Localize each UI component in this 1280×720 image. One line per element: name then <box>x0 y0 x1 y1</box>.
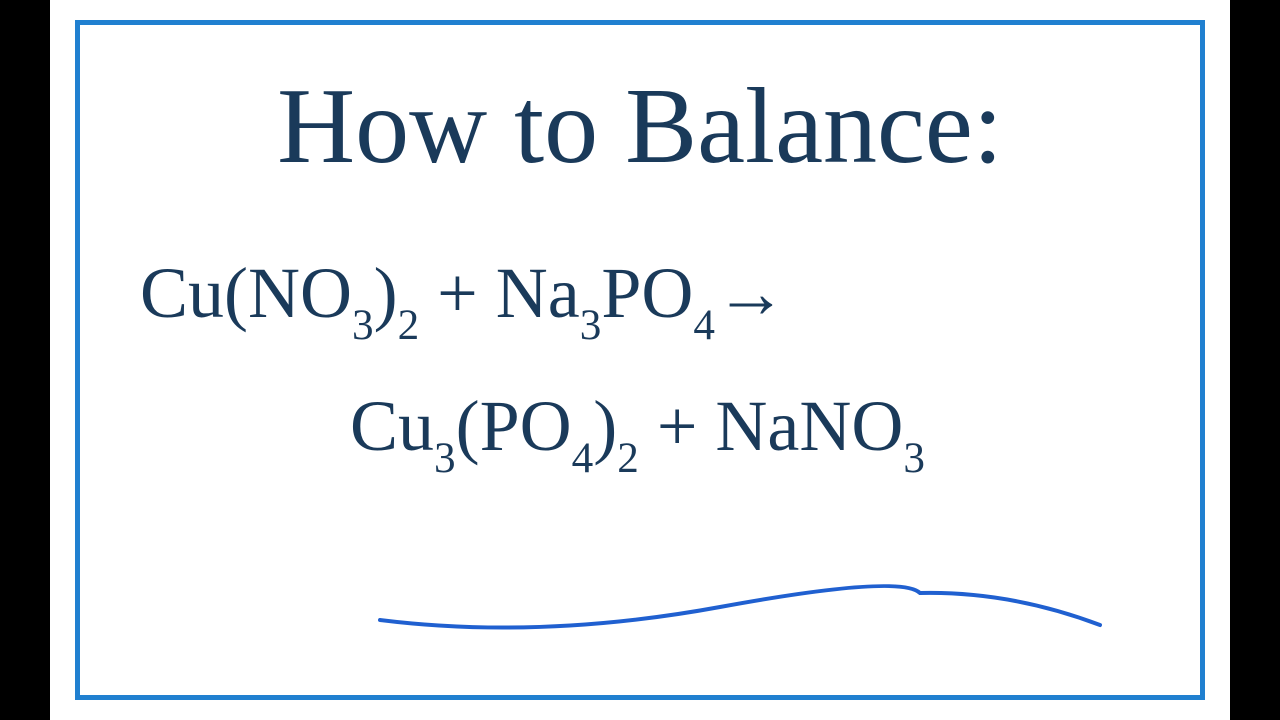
formula-part: PO <box>601 253 693 333</box>
subscript: 4 <box>693 302 715 349</box>
formula-part: Cu(NO <box>140 253 352 333</box>
subscript: 3 <box>903 435 925 482</box>
squiggle-path <box>380 586 1100 627</box>
formula-part: + Na <box>419 253 580 333</box>
formula-part: ) <box>374 253 398 333</box>
equation-products: Cu3(PO4)2 + NaNO3 <box>140 372 1160 485</box>
decorative-squiggle <box>360 565 1120 645</box>
subscript: 4 <box>572 435 594 482</box>
subscript: 2 <box>398 302 420 349</box>
chemical-equation: Cu(NO3)2 + Na3PO4→ Cu3(PO4)2 + NaNO3 <box>120 239 1160 485</box>
subscript: 3 <box>434 435 456 482</box>
bordered-box: How to Balance: Cu(NO3)2 + Na3PO4→ Cu3(P… <box>75 20 1205 700</box>
equation-reactants: Cu(NO3)2 + Na3PO4→ <box>140 239 1160 352</box>
formula-part: (PO <box>456 386 572 466</box>
subscript: 3 <box>580 302 602 349</box>
reaction-arrow: → <box>715 253 787 333</box>
page-title: How to Balance: <box>120 65 1160 189</box>
subscript: 3 <box>352 302 374 349</box>
formula-part: ) <box>593 386 617 466</box>
outer-container: How to Balance: Cu(NO3)2 + Na3PO4→ Cu3(P… <box>50 0 1230 720</box>
formula-part: Cu <box>350 386 434 466</box>
subscript: 2 <box>617 435 639 482</box>
formula-part: + NaNO <box>639 386 904 466</box>
